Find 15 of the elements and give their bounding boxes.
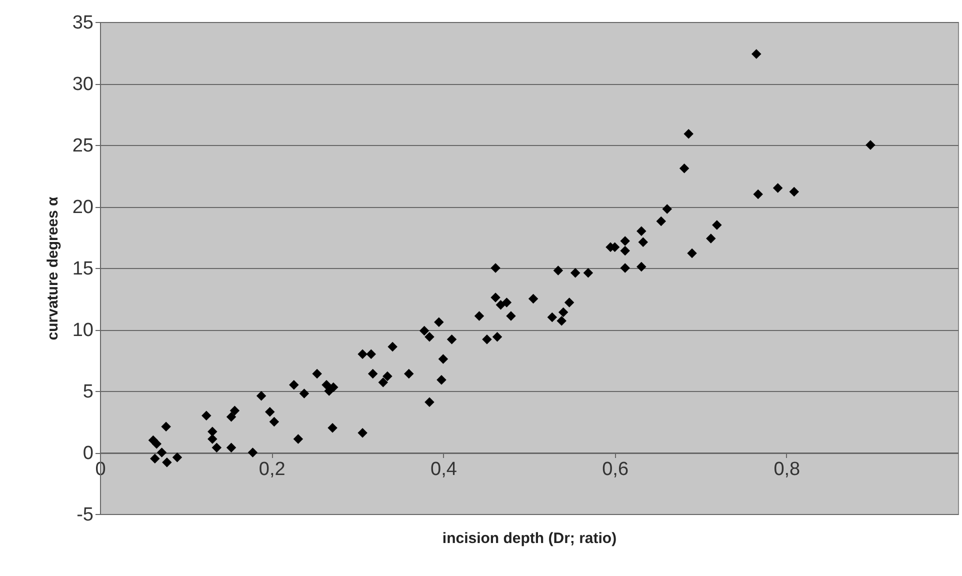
y-tick-label: 5	[82, 382, 94, 402]
y-tick-label: 25	[72, 136, 94, 156]
y-axis-title: curvature degrees α	[44, 196, 62, 340]
y-tick-label: 10	[72, 320, 94, 341]
x-axis-title: incision depth (Dr; ratio)	[442, 530, 617, 547]
y-tick-label: 35	[72, 12, 94, 34]
y-tick-label: 15	[72, 258, 94, 280]
y-tick-label: 0	[82, 443, 94, 464]
x-tick-label: 0,8	[774, 459, 800, 480]
x-tick-label: 0,2	[258, 459, 286, 480]
y-tick-label: 20	[72, 197, 94, 218]
x-tick-label: 0,6	[602, 459, 629, 480]
x-tick-label: 0,4	[430, 459, 458, 480]
y-tick-label: 30	[72, 74, 94, 95]
y-tick-label: -5	[76, 504, 94, 526]
